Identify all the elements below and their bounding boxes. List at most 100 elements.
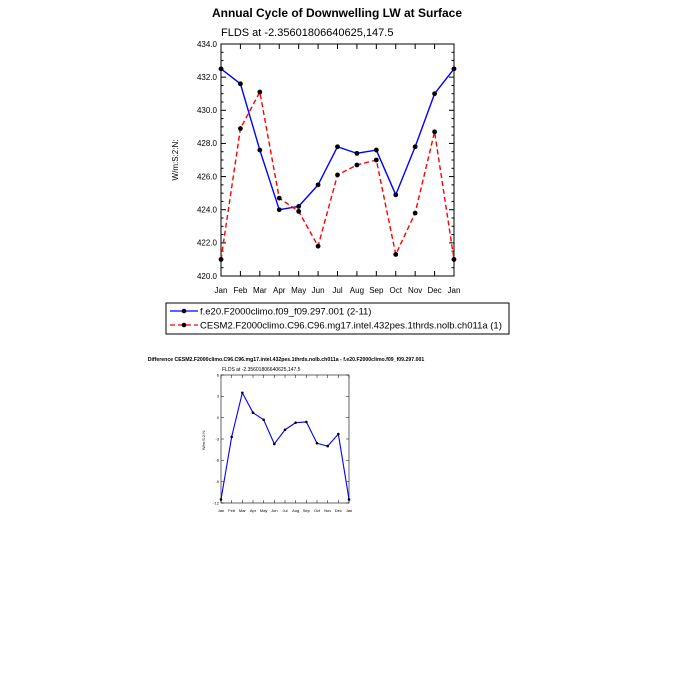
series-1-point xyxy=(326,444,329,448)
series-1-point xyxy=(315,182,321,188)
series-line-1 xyxy=(220,392,350,500)
series-1-point xyxy=(251,411,255,414)
y-tick-label: 420.0 xyxy=(197,272,218,281)
y-tick-label: 6 xyxy=(217,372,220,377)
y-tick-label: -9 xyxy=(215,479,219,484)
y-tick-label: 0 xyxy=(217,415,220,420)
x-tick-label: Apr xyxy=(273,286,286,295)
main-chart: Annual Cycle of Downwelling LW at Surfac… xyxy=(165,6,510,335)
series-1-point xyxy=(241,391,244,395)
series-1-point xyxy=(373,147,379,153)
legend-entry-series-2: CESM2.F2000climo.C96.C96.mg17.intel.432p… xyxy=(170,321,502,332)
series-2-point xyxy=(373,157,379,163)
main-chart-subtitle: FLDS at -2.35601806640625,147.5 xyxy=(221,27,393,39)
x-tick-label: Oct xyxy=(314,508,321,513)
x-tick-label: Dec xyxy=(427,286,441,295)
series-1-point xyxy=(347,498,351,501)
series-1-point xyxy=(276,207,282,213)
main-chart-y-axis-label: W/m:S:2:N: xyxy=(171,140,180,181)
y-tick-label: 3 xyxy=(217,394,220,399)
x-tick-label: Jan xyxy=(215,286,228,295)
difference-chart: Difference CESM2.F2000climo.C96.C96.mg17… xyxy=(148,357,425,513)
series-line-1 xyxy=(220,68,455,211)
y-tick-label: 434.0 xyxy=(197,40,218,49)
main-chart-title: Annual Cycle of Downwelling LW at Surfac… xyxy=(212,6,462,20)
series-1-point xyxy=(262,418,265,422)
y-tick-label: 430.0 xyxy=(197,106,218,115)
x-tick-label: May xyxy=(260,508,268,513)
series-1-point xyxy=(412,144,418,150)
series-1-point xyxy=(218,66,224,72)
series-2-point xyxy=(238,126,243,131)
series-2-point xyxy=(276,195,282,201)
difference-plot-area: -12 -9 -6 -3 0 3 6 Jan Feb Mar Apr May Jun Jul Aug Sep O… xyxy=(213,372,352,513)
series-2-point xyxy=(218,257,224,262)
main-chart-legend: f.e20.F2000climo.f09_f09.297.001 (2-11) … xyxy=(165,302,510,335)
legend-label-series-2: CESM2.F2000climo.C96.C96.mg17.intel.432p… xyxy=(200,321,502,332)
legend-entry-series-1: f.e20.F2000climo.f09_f09.297.001 (2-11) xyxy=(170,307,371,318)
y-tick-label: 426.0 xyxy=(197,172,218,181)
series-2-point xyxy=(432,129,437,135)
x-tick-label: Mar xyxy=(239,508,247,513)
x-tick-label: Jan xyxy=(218,508,224,513)
legend-marker-series-1 xyxy=(181,308,187,314)
series-1-point xyxy=(335,144,340,150)
x-tick-label: Jan xyxy=(346,508,352,513)
series-2-point xyxy=(354,162,360,168)
x-tick-label: Jul xyxy=(282,508,287,513)
x-tick-label: Sep xyxy=(369,286,384,295)
x-tick-label: Oct xyxy=(390,286,403,295)
series-1-point xyxy=(315,441,319,445)
x-tick-label: Sep xyxy=(303,508,311,513)
legend-label-series-1: f.e20.F2000climo.f09_f09.297.001 (2-11) xyxy=(200,307,371,318)
x-tick-label: Dec xyxy=(335,508,342,513)
plot-frame xyxy=(220,43,455,277)
x-tick-label: Jun xyxy=(312,286,325,295)
legend-marker-series-2 xyxy=(181,322,187,328)
main-plot-area: 420.0 422.0 424.0 426.0 428.0 430.0 432.0 434.0… xyxy=(197,40,460,295)
diff-chart-y-axis-label: W/m:S:2:N: xyxy=(201,430,206,450)
x-tick-label: Jan xyxy=(448,286,461,295)
series-1-point xyxy=(451,66,457,72)
x-tick-label: Aug xyxy=(292,508,299,513)
series-1-point xyxy=(432,91,437,97)
y-tick-label: -3 xyxy=(215,436,219,441)
y-tick-label: 432.0 xyxy=(197,73,218,82)
y-tick-label: -6 xyxy=(215,458,219,463)
series-1-point xyxy=(296,204,302,209)
series-1-point xyxy=(257,147,263,153)
y-tick-label: 428.0 xyxy=(197,139,218,148)
x-tick-label: Nov xyxy=(408,286,422,295)
series-1-point xyxy=(273,442,276,446)
series-1-point xyxy=(238,81,243,87)
series-1-point xyxy=(283,428,287,432)
series-2-point xyxy=(335,172,340,178)
series-2-point xyxy=(412,210,418,216)
series-1-point xyxy=(219,498,223,501)
series-1-point xyxy=(354,150,360,156)
x-tick-label: Apr xyxy=(250,508,257,513)
y-tick-label: -12 xyxy=(213,500,220,505)
x-tick-label: Nov xyxy=(324,508,331,513)
series-1-point xyxy=(294,421,297,424)
series-2-point xyxy=(315,243,321,249)
y-tick-label: 422.0 xyxy=(197,239,218,248)
series-2-point xyxy=(393,252,399,257)
x-tick-label: Feb xyxy=(234,286,248,295)
x-tick-label: May xyxy=(291,286,306,295)
plot-frame xyxy=(220,374,350,504)
legend-box xyxy=(165,302,510,335)
series-1-point xyxy=(337,432,340,436)
y-tick-label: 424.0 xyxy=(197,206,218,215)
series-2-point xyxy=(296,208,302,214)
series-1-point xyxy=(230,435,233,439)
x-tick-label: Mar xyxy=(253,286,267,295)
series-1-point xyxy=(305,420,308,424)
series-1-point xyxy=(393,192,399,198)
x-tick-label: Jun xyxy=(271,508,277,513)
x-tick-label: Aug xyxy=(350,286,364,295)
x-tick-label: Feb xyxy=(228,508,236,513)
diff-chart-subtitle: FLDS at -2.35601806640625,147.5 xyxy=(222,367,301,373)
series-2-point xyxy=(451,257,457,262)
